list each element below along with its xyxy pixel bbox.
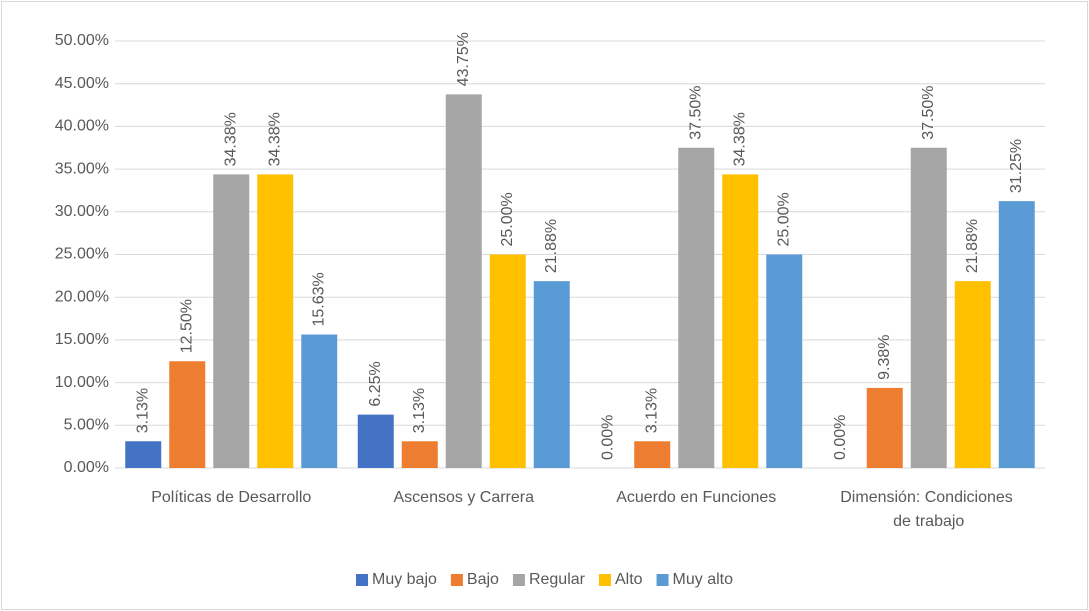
y-tick-label: 0.00% (64, 459, 109, 476)
bar (766, 254, 803, 468)
bar (301, 334, 338, 468)
data-label: 43.75% (455, 32, 472, 86)
data-label: 34.38% (222, 112, 239, 166)
bar (125, 441, 162, 468)
legend-label: Muy alto (673, 571, 734, 588)
y-tick-label: 10.00% (55, 374, 109, 391)
legend-label: Bajo (467, 571, 499, 588)
bar (866, 387, 903, 468)
y-tick-label: 30.00% (55, 203, 109, 220)
data-label: 37.50% (687, 85, 704, 139)
legend-swatch (656, 574, 669, 586)
data-label: 37.50% (920, 85, 937, 139)
y-tick-label: 35.00% (55, 160, 109, 177)
bar (257, 174, 294, 468)
legend-label: Alto (615, 571, 643, 588)
data-label: 31.25% (1008, 139, 1025, 193)
data-label: 3.13% (643, 388, 660, 433)
data-label: 6.25% (367, 361, 384, 406)
y-tick-label: 25.00% (55, 246, 109, 263)
x-tick-label: Dimensión: Condiciones de trabajo (840, 489, 1017, 530)
bar (489, 254, 526, 468)
legend-swatch (450, 574, 463, 586)
data-label: 21.88% (543, 219, 560, 273)
legend-swatch (512, 574, 525, 586)
y-tick-label: 50.00% (55, 32, 109, 49)
data-label: 9.38% (876, 335, 893, 380)
bar (910, 147, 947, 468)
bar (998, 201, 1035, 468)
legend-swatch (355, 574, 368, 586)
legend-swatch (598, 574, 611, 586)
bar (357, 414, 394, 468)
bar (169, 361, 206, 468)
data-label: 21.88% (964, 219, 981, 273)
data-label: 15.63% (310, 272, 327, 326)
bar (213, 174, 250, 468)
bar (533, 281, 570, 468)
bar (722, 174, 759, 468)
legend: Muy bajo Bajo Regular Alto Muy alto (355, 571, 734, 588)
data-label: 12.50% (178, 299, 195, 353)
bar (445, 94, 482, 468)
legend-label: Muy bajo (372, 571, 437, 588)
y-tick-label: 40.00% (55, 118, 109, 135)
y-tick-label: 15.00% (55, 331, 109, 348)
bar (634, 441, 671, 468)
data-label: 34.38% (731, 112, 748, 166)
legend-label: Regular (529, 571, 586, 588)
bar (954, 281, 991, 468)
x-tick-label: Políticas de Desarrollo (151, 489, 311, 506)
bar (678, 147, 715, 468)
data-label: 0.00% (599, 415, 616, 460)
y-tick-label: 20.00% (55, 288, 109, 305)
data-label: 3.13% (134, 388, 151, 433)
data-label: 3.13% (411, 388, 428, 433)
x-tick-label: Acuerdo en Funciones (616, 489, 776, 506)
y-tick-label: 45.00% (55, 75, 109, 92)
y-tick-label: 5.00% (64, 417, 109, 434)
data-label: 25.00% (775, 192, 792, 246)
data-label: 25.00% (499, 192, 516, 246)
data-label: 0.00% (832, 415, 849, 460)
x-tick-label: Ascensos y Carrera (394, 489, 535, 506)
data-label: 34.38% (266, 112, 283, 166)
bar (401, 441, 438, 468)
